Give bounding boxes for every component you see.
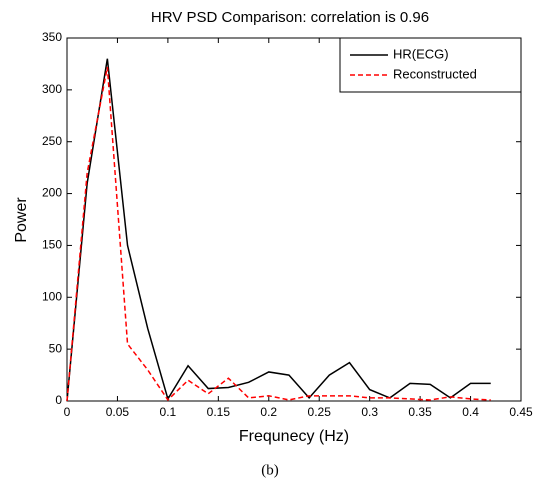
- x-tick-label: 0: [64, 405, 71, 419]
- data-line: [66, 66, 491, 402]
- plot-area: [66, 37, 522, 402]
- x-tick-label: 0.05: [106, 405, 130, 419]
- x-tick-label: 0.3: [361, 405, 378, 419]
- legend-label: Reconstructed: [393, 66, 477, 81]
- data-line: [66, 58, 491, 402]
- legend-label: HR(ECG): [393, 46, 449, 61]
- x-axis-label: Frequnecy (Hz): [239, 428, 349, 445]
- y-tick-label: 300: [42, 82, 62, 96]
- y-tick-label: 200: [42, 186, 62, 200]
- y-tick-label: 100: [42, 289, 62, 303]
- y-tick-label: 150: [42, 238, 62, 252]
- x-tick-label: 0.15: [207, 405, 231, 419]
- y-tick-label: 50: [49, 341, 63, 355]
- x-tick-label: 0.35: [408, 405, 432, 419]
- x-tick-label: 0.25: [308, 405, 332, 419]
- legend-box: [339, 37, 522, 93]
- y-tick-label: 0: [55, 393, 62, 407]
- legend: HR(ECG) Reconstructed: [339, 37, 522, 93]
- y-tick-label: 250: [42, 134, 62, 148]
- chart-title: HRV PSD Comparison: correlation is 0.96: [151, 9, 429, 26]
- caption: (b): [261, 462, 279, 478]
- x-tick-label: 0.1: [160, 405, 177, 419]
- x-tick-label: 0.2: [260, 405, 277, 419]
- y-axis-label: Power: [13, 197, 30, 243]
- x-tick-label: 0.4: [462, 405, 479, 419]
- x-tick-label: 0.45: [509, 405, 533, 419]
- y-tick-label: 350: [42, 30, 62, 44]
